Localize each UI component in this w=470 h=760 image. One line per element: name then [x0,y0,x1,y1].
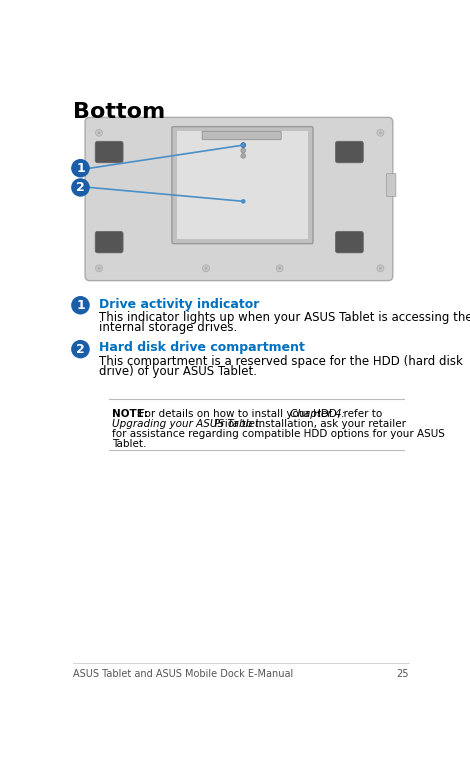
FancyBboxPatch shape [386,173,396,197]
Text: internal storage drives.: internal storage drives. [99,321,237,334]
Circle shape [278,267,281,270]
Circle shape [377,129,384,136]
Text: ASUS Tablet and ASUS Mobile Dock E-Manual: ASUS Tablet and ASUS Mobile Dock E-Manua… [73,669,293,679]
Text: Chapter 4:: Chapter 4: [290,409,345,420]
Circle shape [276,264,283,272]
Text: drive) of your ASUS Tablet.: drive) of your ASUS Tablet. [99,366,257,378]
Text: This indicator lights up when your ASUS Tablet is accessing the: This indicator lights up when your ASUS … [99,311,470,324]
Text: Bottom: Bottom [73,102,165,122]
Circle shape [71,178,90,197]
Circle shape [241,143,245,147]
Circle shape [379,131,382,135]
Text: Upgrading your ASUS Tablet.: Upgrading your ASUS Tablet. [112,420,262,429]
Circle shape [379,267,382,270]
Circle shape [241,199,245,204]
Text: 1: 1 [76,162,85,175]
Circle shape [377,264,384,272]
Circle shape [71,296,90,315]
FancyBboxPatch shape [85,117,393,280]
Text: Prior to installation, ask your retailer: Prior to installation, ask your retailer [212,420,407,429]
Circle shape [97,131,101,135]
Text: NOTE:: NOTE: [112,409,148,420]
Text: 1: 1 [76,299,85,312]
Circle shape [241,143,245,147]
Text: Tablet.: Tablet. [112,439,147,449]
FancyBboxPatch shape [95,231,123,253]
Circle shape [71,340,90,359]
Circle shape [241,148,245,153]
Circle shape [203,264,210,272]
Text: 2: 2 [76,343,85,356]
Text: 25: 25 [397,669,409,679]
Circle shape [95,264,102,272]
Circle shape [241,154,245,158]
Text: for assistance regarding compatible HDD options for your ASUS: for assistance regarding compatible HDD … [112,429,445,439]
Text: Hard disk drive compartment: Hard disk drive compartment [99,341,305,354]
Text: 2: 2 [76,181,85,194]
FancyBboxPatch shape [336,141,363,163]
FancyBboxPatch shape [95,141,123,163]
Circle shape [241,143,245,147]
FancyBboxPatch shape [172,127,313,244]
Text: Drive activity indicator: Drive activity indicator [99,298,259,311]
Circle shape [97,267,101,270]
FancyBboxPatch shape [202,131,281,140]
Circle shape [204,267,208,270]
Circle shape [95,129,102,136]
FancyBboxPatch shape [336,231,363,253]
Text: This compartment is a reserved space for the HDD (hard disk: This compartment is a reserved space for… [99,355,463,368]
Bar [177,131,308,239]
Circle shape [71,159,90,177]
Text: For details on how to install your HDD, refer to: For details on how to install your HDD, … [139,409,385,420]
